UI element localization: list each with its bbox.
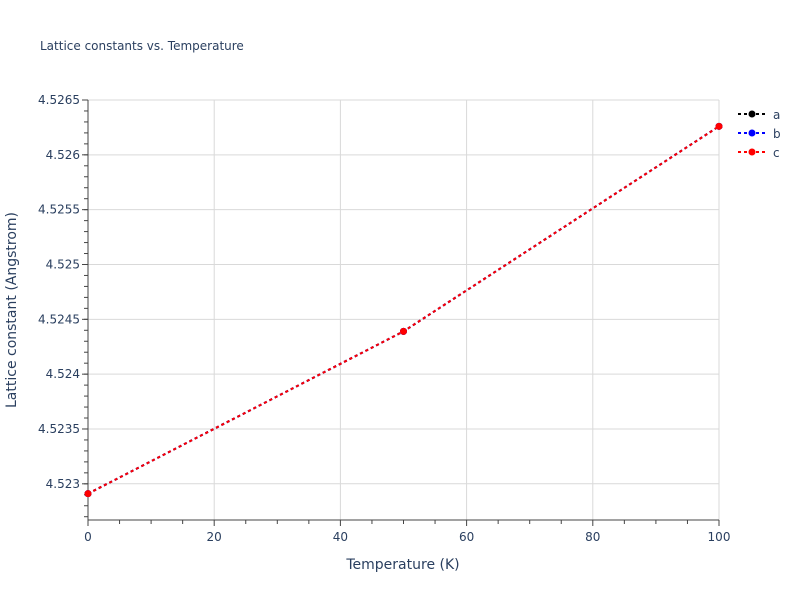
x-tick-label: 20 xyxy=(207,530,222,544)
data-point-c xyxy=(715,122,723,130)
legend-marker-a xyxy=(748,110,756,118)
x-axis-label: Temperature (K) xyxy=(345,557,459,573)
data-point-c xyxy=(84,490,92,498)
x-tick-label: 100 xyxy=(708,530,731,544)
chart-title: Lattice constants vs. Temperature xyxy=(40,39,244,53)
y-tick-label: 4.5235 xyxy=(38,422,80,436)
series-layer xyxy=(84,122,723,498)
legend-label-c: c xyxy=(773,146,780,160)
data-point-c xyxy=(400,327,407,335)
y-tick-label: 4.525 xyxy=(46,257,80,271)
legend[interactable]: abc xyxy=(738,108,781,160)
axes: 0 20 40 60 80 100 4.523 4.5235 4.524 4.5245 4.525 4… xyxy=(38,93,730,544)
legend-item-b[interactable]: b xyxy=(738,127,781,141)
legend-item-a[interactable]: a xyxy=(738,108,780,122)
y-tick-label: 4.524 xyxy=(46,367,80,381)
grid xyxy=(88,99,720,520)
y-tick-label: 4.523 xyxy=(46,477,80,491)
y-tick-label: 4.5265 xyxy=(38,93,80,107)
series-line-c xyxy=(87,125,720,495)
legend-item-c[interactable]: c xyxy=(738,146,780,160)
legend-marker-b xyxy=(748,129,756,137)
series-line-a xyxy=(87,125,720,495)
y-axis-label: Lattice constant (Angstrom) xyxy=(4,212,20,408)
legend-marker-c xyxy=(748,148,756,156)
y-tick-label: 4.5255 xyxy=(38,203,80,217)
y-tick-label: 4.526 xyxy=(46,148,80,162)
x-tick-label: 0 xyxy=(84,530,92,544)
series-line-b xyxy=(87,125,720,495)
y-tick-label: 4.5245 xyxy=(38,312,80,326)
x-tick-label: 40 xyxy=(333,530,348,544)
legend-label-b: b xyxy=(773,127,781,141)
x-tick-label: 60 xyxy=(459,530,474,544)
legend-label-a: a xyxy=(773,108,780,122)
x-tick-label: 80 xyxy=(585,530,600,544)
